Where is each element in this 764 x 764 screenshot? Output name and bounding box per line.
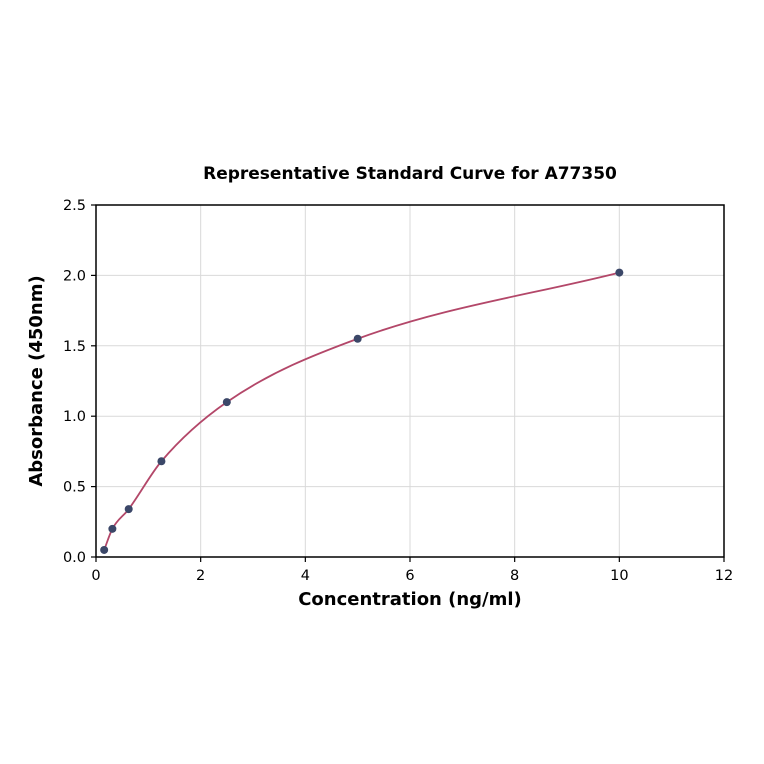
data-point [222, 398, 231, 407]
tick-labels: 0 2 4 6 8 10 12 0.0 0.5 1.0 1.5 2.0 2.5 [63, 198, 733, 584]
fitted-curve [103, 271, 620, 551]
x-axis-label: Concentration (ng/ml) [298, 589, 522, 610]
x-tick-label: 4 [301, 568, 310, 584]
x-tick-label: 2 [196, 568, 205, 584]
data-point [615, 268, 624, 277]
y-tick-label: 2.0 [63, 268, 86, 284]
data-point [353, 334, 362, 343]
chart-title: Representative Standard Curve for A77350 [203, 164, 617, 184]
tick-marks [91, 204, 725, 562]
data-point [108, 524, 117, 533]
x-tick-label: 8 [510, 568, 519, 584]
y-axis-label: Absorbance (450nm) [26, 275, 47, 486]
x-tick-label: 10 [610, 568, 628, 584]
gridlines [95, 204, 725, 558]
x-tick-label: 12 [715, 568, 733, 584]
x-tick-label: 0 [91, 568, 100, 584]
y-tick-label: 1.0 [63, 409, 86, 425]
data-point [157, 457, 166, 466]
y-tick-label: 1.5 [63, 339, 86, 355]
y-tick-label: 0.5 [63, 480, 86, 496]
y-tick-label: 0.0 [63, 550, 86, 566]
x-tick-label: 6 [405, 568, 414, 584]
data-point [124, 505, 133, 514]
y-tick-label: 2.5 [63, 198, 86, 214]
data-point [100, 545, 109, 554]
data-points [100, 268, 624, 554]
